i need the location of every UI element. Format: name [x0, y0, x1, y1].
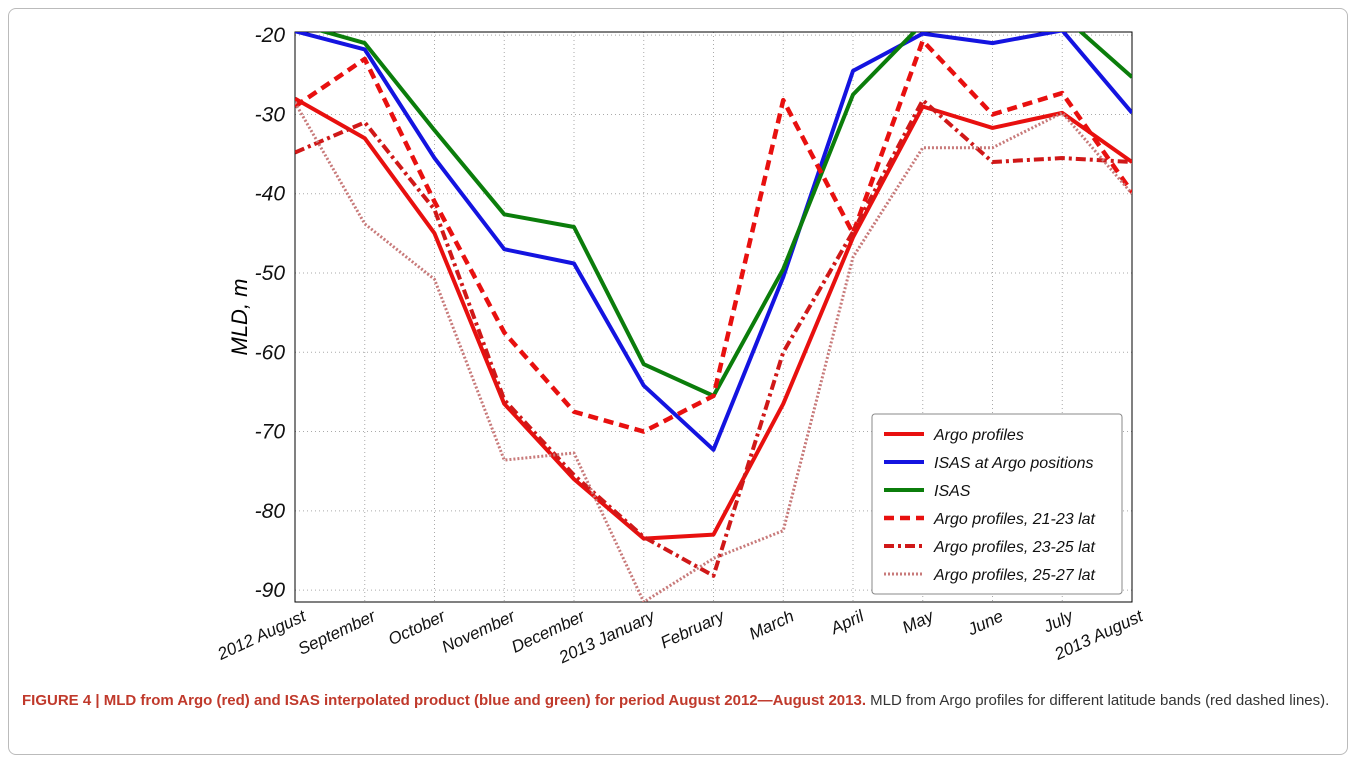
x-tick-label: 2012 August: [214, 606, 310, 664]
x-tick-label: November: [439, 606, 519, 657]
series-line: [295, 38, 1132, 434]
x-tick-label: July: [1040, 606, 1078, 637]
x-tick-label: March: [746, 606, 797, 643]
series-line: [295, 98, 1132, 578]
legend-label: Argo profiles, 23-25 lat: [933, 539, 1096, 556]
chart: MLD, m -20 -30 -40 -50 -60 -70 -80 -90 2012 Augu…: [214, 24, 1147, 667]
caption-label: FIGURE 4 | MLD from Argo (red) and ISAS …: [22, 692, 866, 709]
legend-label: Argo profiles, 21-23 lat: [933, 511, 1096, 528]
caption-text: MLD from Argo profiles for different lat…: [870, 692, 1330, 709]
series-group: [295, 32, 1132, 602]
legend-label: ISAS at Argo positions: [934, 455, 1094, 472]
plot-frame: [294, 31, 1133, 603]
y-tick-label: -30: [255, 103, 286, 126]
series-line: [295, 32, 1132, 452]
y-tick-label: -20: [255, 24, 286, 47]
legend-label: ISAS: [934, 483, 971, 500]
y-tick-label: -50: [255, 262, 286, 285]
x-tick-label: June: [964, 606, 1006, 639]
x-tick-label: September: [295, 606, 380, 659]
series-line: [295, 101, 1132, 602]
y-tick-label: -70: [255, 421, 286, 444]
y-tick-label: -90: [255, 579, 286, 602]
x-tick-label: February: [658, 606, 729, 653]
x-tick-label: May: [899, 606, 937, 637]
series-line: [295, 96, 1132, 541]
x-tick-label: April: [827, 606, 868, 639]
legend-label: Argo profiles, 25-27 lat: [933, 567, 1096, 584]
caption: FIGURE 4 | MLD from Argo (red) and ISAS …: [22, 690, 1332, 712]
figure-frame: [8, 8, 1348, 755]
y-axis-label: MLD, m: [227, 279, 252, 356]
y-tick-label: -40: [255, 183, 286, 206]
legend-box: [871, 413, 1123, 595]
y-tick-label: -80: [255, 500, 286, 523]
y-tick-label: -60: [255, 341, 286, 364]
legend-label: Argo profiles: [933, 427, 1024, 444]
